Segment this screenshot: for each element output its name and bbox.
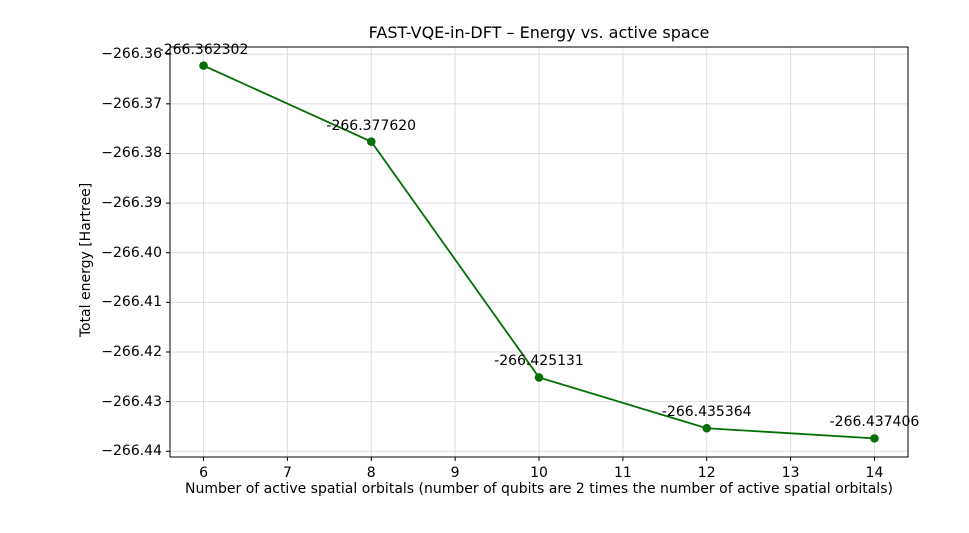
x-tick-label: 11 [613, 465, 632, 481]
y-tick-label: −266.44 [101, 443, 162, 460]
point-label: -266.437406 [829, 414, 920, 431]
x-tick-label: 10 [530, 465, 548, 481]
y-tick-label: −266.39 [101, 195, 162, 212]
x-tick-label: 9 [450, 465, 460, 481]
x-tick-label: 7 [282, 465, 292, 481]
x-tick-label: 14 [865, 465, 884, 481]
y-tick-label: −266.38 [101, 145, 162, 162]
data-point [199, 61, 208, 70]
x-tick-label: 13 [781, 465, 800, 481]
point-label: -266.425131 [494, 353, 584, 370]
point-label: -266.377620 [326, 117, 417, 134]
data-point [366, 137, 376, 146]
y-tick-label: −266.43 [101, 393, 162, 410]
point-label: -266.435364 [661, 404, 752, 421]
data-point [870, 434, 879, 443]
x-axis-label: Number of active spatial orbitals (numbe… [185, 481, 893, 497]
y-tick-label: −266.40 [101, 244, 162, 261]
y-tick-label: −266.41 [101, 294, 162, 311]
data-point [702, 423, 712, 433]
chart-title: FAST-VQE-in-DFT – Energy vs. active spac… [368, 23, 710, 42]
y-tick-label: −266.36 [101, 46, 162, 63]
x-tick-label: 12 [697, 465, 716, 481]
x-tick-label: 8 [366, 465, 376, 481]
data-point [534, 373, 544, 382]
y-tick-label: −266.37 [101, 95, 162, 112]
point-label: -266.362302 [158, 41, 249, 58]
x-tick-label: 6 [199, 465, 208, 481]
y-tick-label: −266.42 [101, 343, 162, 360]
